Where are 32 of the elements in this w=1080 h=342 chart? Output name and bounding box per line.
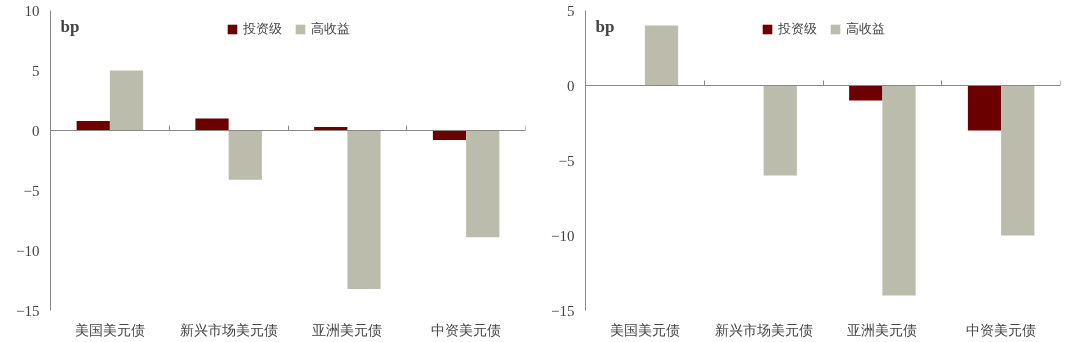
x-tick-label: 美国美元债 — [74, 321, 145, 338]
bar — [432, 130, 467, 141]
x-tick-label: 中资美元债 — [966, 321, 1037, 338]
y-tick-label: −15 — [551, 302, 575, 319]
x-tick-label: 中资美元债 — [431, 321, 502, 338]
y-tick-label: −5 — [23, 182, 40, 199]
legend-label: 高收益 — [310, 20, 350, 38]
bar — [466, 130, 500, 238]
y-tick-label: −5 — [558, 152, 575, 169]
y-axis-title: bp — [60, 16, 80, 36]
y-tick-label: 0 — [567, 77, 575, 94]
y-tick-label: −10 — [16, 242, 40, 259]
y-tick-label: 5 — [32, 62, 40, 79]
legend-label: 投资级 — [242, 20, 282, 38]
bar — [109, 70, 144, 131]
bar — [76, 120, 110, 131]
legend-label: 投资级 — [777, 20, 817, 38]
legend-label: 高收益 — [845, 20, 885, 38]
y-tick-label: 10 — [24, 2, 40, 19]
x-tick-label: 新兴市场美元债 — [179, 321, 278, 338]
y-tick-label: −10 — [551, 227, 575, 244]
y-axis-title: bp — [595, 16, 615, 36]
x-tick-label: 亚洲美元债 — [847, 321, 918, 338]
x-tick-label: 美国美元债 — [609, 321, 680, 338]
bar — [228, 130, 262, 180]
y-tick-label: 5 — [567, 2, 575, 19]
bar — [347, 130, 381, 289]
y-tick-label: 0 — [32, 122, 40, 139]
y-tick-label: −15 — [16, 302, 40, 319]
x-tick-label: 新兴市场美元债 — [714, 321, 813, 338]
x-tick-label: 亚洲美元债 — [312, 321, 383, 338]
bar — [195, 118, 229, 131]
